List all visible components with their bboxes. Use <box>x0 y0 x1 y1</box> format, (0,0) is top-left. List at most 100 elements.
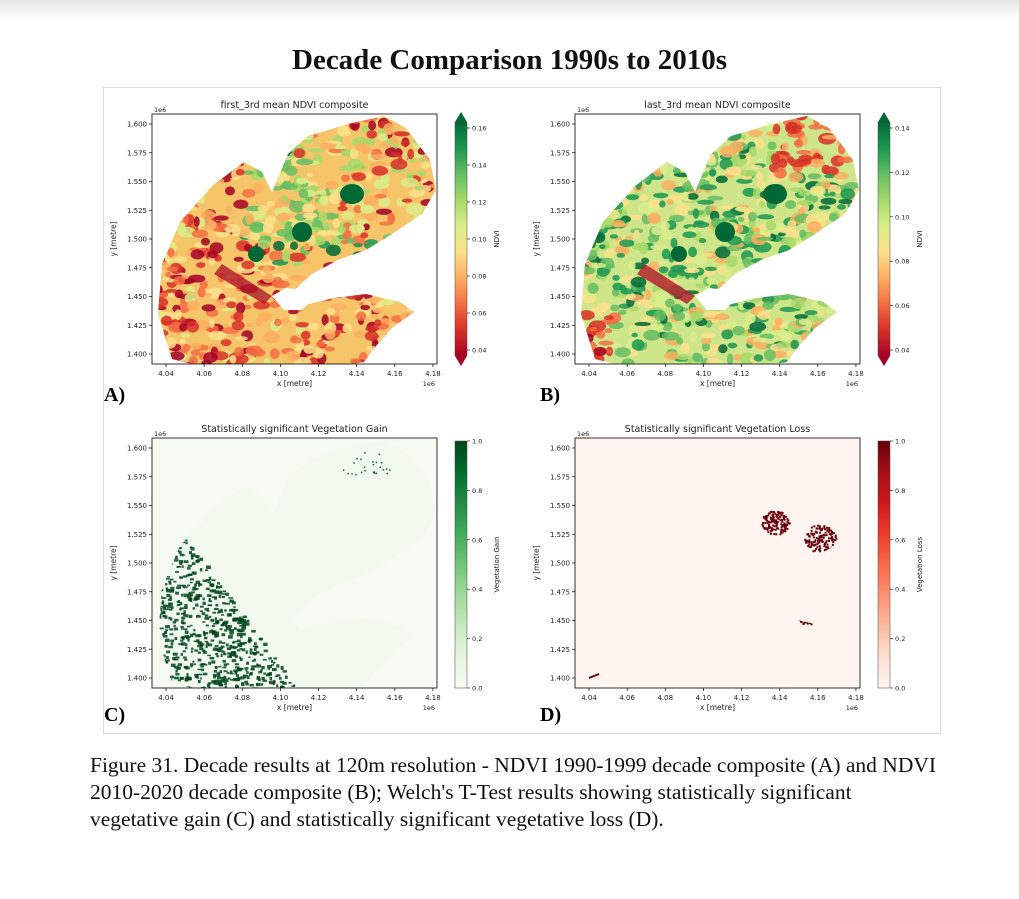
y-tick-label: 1.550 <box>550 502 570 510</box>
y-tick-label: 1.450 <box>127 617 147 625</box>
y-tick-label: 1.475 <box>550 264 570 272</box>
x-tick-label: 4.16 <box>387 694 403 702</box>
panel-a-ndvi-first: first_3rd mean NDVI composite 1.600 1.575 1… <box>104 94 504 394</box>
y-tick-label: 1.425 <box>550 646 570 654</box>
y-tick-label: 1.425 <box>127 646 147 654</box>
panel-svg: Statistically significant Vegetation Gai… <box>109 424 501 712</box>
gain-raster <box>158 440 436 688</box>
panel-letter-a: A) <box>104 384 126 406</box>
y-tick-label: 1.475 <box>127 264 147 272</box>
y-tick-label: 1.575 <box>127 473 147 481</box>
y-tick-label: 1.425 <box>550 322 570 330</box>
y-tick-label: 1.500 <box>550 560 570 568</box>
x-tick-label: 4.04 <box>158 694 174 702</box>
x-tick-label: 4.14 <box>772 370 788 378</box>
y-axis-label: y [metre] <box>532 221 541 256</box>
y-tick-label: 1.600 <box>127 121 147 129</box>
colorbar-tick-label: 0.2 <box>472 635 482 643</box>
colorbar-extend-max <box>878 112 890 122</box>
x-tick-label: 4.16 <box>810 370 826 378</box>
x-tick-label: 4.08 <box>657 694 673 702</box>
x-tick-label: 4.10 <box>696 370 712 378</box>
colorbar-tick-label: 0.12 <box>472 199 486 207</box>
colorbar-tick-label: 0.4 <box>895 586 905 594</box>
colorbar-tick-label: 0.10 <box>895 213 909 221</box>
y-exponent: 1e6 <box>154 430 166 438</box>
x-tick-label: 4.12 <box>734 694 750 702</box>
panel-d-vegetation-loss: Statistically significant Vegetation Los… <box>527 418 927 718</box>
colorbar-tick-label: 0.14 <box>472 162 486 170</box>
x-exponent: 1e6 <box>423 380 435 388</box>
y-tick-label: 1.525 <box>550 207 570 215</box>
colorbar-tick-label: 0.6 <box>472 536 482 544</box>
colorbar-label: NDVI <box>916 230 924 247</box>
colorbar-label: Vegetation Loss <box>916 536 924 592</box>
x-tick-label: 4.10 <box>273 694 289 702</box>
colorbar-tick-label: 0.04 <box>895 347 909 355</box>
y-tick-label: 1.400 <box>127 351 147 359</box>
panel-svg: Statistically significant Vegetation Los… <box>532 424 924 712</box>
y-tick-label: 1.575 <box>127 149 147 157</box>
panel-letter-b: B) <box>540 384 560 406</box>
panel-title: Statistically significant Vegetation Gai… <box>201 424 387 435</box>
y-tick-label: 1.550 <box>127 502 147 510</box>
x-tick-label: 4.04 <box>581 370 597 378</box>
panel-letter-c: C) <box>104 704 126 726</box>
y-axis-label: y [metre] <box>109 221 118 256</box>
x-tick-label: 4.18 <box>848 370 864 378</box>
y-tick-label: 1.600 <box>127 445 147 453</box>
y-tick-label: 1.525 <box>127 207 147 215</box>
y-tick-label: 1.400 <box>550 351 570 359</box>
x-axis-label: x [metre] <box>277 703 312 712</box>
colorbar-tick-label: 0.0 <box>895 685 905 693</box>
x-tick-label: 4.12 <box>311 370 327 378</box>
figure-caption: Figure 31. Decade results at 120m resolu… <box>90 753 937 831</box>
x-tick-label: 4.16 <box>387 370 403 378</box>
top-shade <box>0 0 1019 20</box>
colorbar-extend-min <box>878 356 890 366</box>
y-tick-label: 1.500 <box>127 236 147 244</box>
y-tick-label: 1.500 <box>127 560 147 568</box>
y-axis-label: y [metre] <box>109 545 118 580</box>
y-tick-label: 1.600 <box>550 445 570 453</box>
y-tick-label: 1.450 <box>550 617 570 625</box>
y-tick-label: 1.550 <box>550 178 570 186</box>
x-tick-label: 4.12 <box>311 694 327 702</box>
x-tick-label: 4.18 <box>848 694 864 702</box>
x-tick-label: 4.06 <box>619 370 635 378</box>
x-exponent: 1e6 <box>846 380 858 388</box>
x-tick-label: 4.08 <box>234 370 250 378</box>
y-tick-label: 1.575 <box>550 149 570 157</box>
x-tick-label: 4.16 <box>810 694 826 702</box>
x-tick-label: 4.10 <box>273 370 289 378</box>
colorbar-tick-label: 1.0 <box>895 438 905 446</box>
y-tick-label: 1.600 <box>550 121 570 129</box>
y-exponent: 1e6 <box>577 106 589 114</box>
y-tick-label: 1.550 <box>127 178 147 186</box>
colorbar <box>877 440 891 689</box>
colorbar <box>454 440 468 689</box>
x-tick-label: 4.06 <box>196 370 212 378</box>
colorbar-tick-label: 0.06 <box>472 310 486 318</box>
panel-title: first_3rd mean NDVI composite <box>221 100 369 111</box>
x-exponent: 1e6 <box>423 704 435 712</box>
y-exponent: 1e6 <box>154 106 166 114</box>
y-tick-label: 1.425 <box>127 322 147 330</box>
y-tick-label: 1.525 <box>550 531 570 539</box>
colorbar-tick-label: 0.14 <box>895 125 909 133</box>
x-tick-label: 4.08 <box>657 370 673 378</box>
colorbar-tick-label: 0.08 <box>472 273 486 281</box>
panel-svg: last_3rd mean NDVI composite 1.600 1.575 1.… <box>532 100 924 388</box>
colorbar-tick-label: 0.0 <box>472 685 482 693</box>
x-tick-label: 4.14 <box>772 694 788 702</box>
x-tick-label: 4.14 <box>349 694 365 702</box>
x-tick-label: 4.04 <box>581 694 597 702</box>
figure-title: Decade Comparison 1990s to 2010s <box>292 44 727 76</box>
y-tick-label: 1.475 <box>550 588 570 596</box>
x-exponent: 1e6 <box>846 704 858 712</box>
panel-title: last_3rd mean NDVI composite <box>644 100 791 111</box>
colorbar-tick-label: 1.0 <box>472 438 482 446</box>
colorbar-tick-label: 0.12 <box>895 169 909 177</box>
panel-b-ndvi-last: last_3rd mean NDVI composite 1.600 1.575 1.… <box>527 94 927 394</box>
panel-letter-d: D) <box>540 704 562 726</box>
